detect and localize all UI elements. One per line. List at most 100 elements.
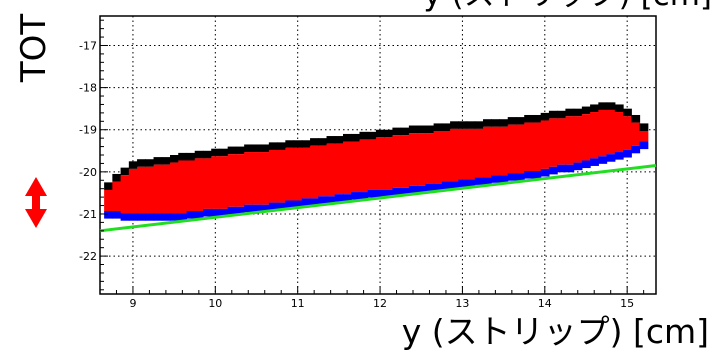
band-body-bin <box>458 128 468 180</box>
band-lower-edge-bin <box>590 158 599 166</box>
y-axis-title: TOT <box>14 14 54 84</box>
band-body-bin <box>202 158 212 209</box>
band-body-bin <box>450 128 459 182</box>
y-tick-label: -19 <box>79 124 97 137</box>
band-body-bin <box>474 128 484 178</box>
band-upper-edge-bin <box>375 129 385 138</box>
x-axis-title: y (ストリップ) [cm] <box>402 312 709 351</box>
band-upper-edge-bin <box>425 125 435 134</box>
band-upper-edge-bin <box>145 159 155 167</box>
fit-line-group <box>99 164 657 233</box>
band-body-bin <box>186 160 196 212</box>
band-body-bin <box>145 166 155 214</box>
band-lower-edge-bin <box>483 177 492 185</box>
y-tick-label: -18 <box>79 82 97 95</box>
band-body-bin <box>557 118 566 165</box>
band-lower-edge-bin <box>458 179 468 188</box>
band-upper-edge-bin <box>532 114 542 123</box>
band-body-bin <box>120 175 130 214</box>
band-upper-edge-bin <box>137 159 146 167</box>
y-tick-label: -20 <box>79 166 97 179</box>
band-upper-edge-bin <box>310 138 319 146</box>
band-body-bin <box>573 116 583 163</box>
band-upper-edge-bin <box>392 127 402 136</box>
band-body-bin <box>590 112 599 159</box>
band-lower-edge-bin <box>565 164 575 173</box>
band-upper-edge-bin <box>219 148 229 157</box>
band-lower-edge-bin <box>524 171 534 179</box>
band-body-bin <box>334 143 344 195</box>
band-body-bin <box>260 152 270 205</box>
band-body-bin <box>359 139 369 193</box>
band-body-bin <box>137 166 146 214</box>
band-upper-edge-bin <box>186 152 196 161</box>
band-body-bin <box>194 158 204 212</box>
x-tick-label: 15 <box>620 297 634 310</box>
band-upper-edge-bin <box>260 144 270 153</box>
band-body-bin <box>268 149 278 203</box>
band-upper-edge-bin <box>631 114 641 123</box>
band-lower-edge-bin <box>301 198 311 206</box>
band-lower-edge-bin <box>507 173 517 181</box>
band-lower-edge-bin <box>417 185 426 194</box>
band-lower-edge-bin <box>285 200 295 209</box>
band-body-bin <box>219 156 229 209</box>
band-upper-edge-bin <box>268 142 278 150</box>
band-lower-edge-bin <box>540 168 550 177</box>
band-upper-edge-bin <box>252 144 262 153</box>
band-upper-edge-bin <box>326 136 336 144</box>
band-lower-edge-bin <box>293 200 303 209</box>
band-body-bin <box>178 160 188 214</box>
band-lower-edge-bin <box>466 179 476 188</box>
band-body-bin <box>466 128 476 180</box>
band-lower-edge-bin <box>161 213 171 221</box>
x-tick-label: 10 <box>208 297 222 310</box>
band-body-bin <box>548 118 558 167</box>
band-upper-edge-bin <box>623 108 632 117</box>
band-body-bin <box>211 156 221 209</box>
band-body-bin <box>375 137 385 190</box>
band-upper-edge-bin <box>458 121 468 129</box>
band-lower-edge-bin <box>499 175 509 183</box>
band-upper-edge-bin <box>211 148 221 157</box>
band-lower-edge-bin <box>334 194 344 202</box>
band-upper-edge-bin <box>524 114 534 123</box>
band-lower-edge-bin <box>112 211 122 219</box>
band-lower-edge-bin <box>145 213 155 221</box>
band-upper-edge-bin <box>301 140 311 148</box>
band-body-bin <box>639 130 649 142</box>
band-lower-edge-bin <box>557 164 566 173</box>
x-tick-label: 13 <box>455 297 469 310</box>
band-lower-edge-bin <box>310 198 319 206</box>
band-body-bin <box>277 149 286 203</box>
band-lower-edge-bin <box>202 208 212 217</box>
band-body-bin <box>326 143 336 197</box>
band-lower-edge-bin <box>532 171 542 179</box>
band-body-bin <box>515 124 525 174</box>
band-body-bin <box>417 133 426 186</box>
band-lower-edge-bin <box>631 145 641 154</box>
band-body-bin <box>565 116 575 165</box>
band-upper-edge-bin <box>450 121 459 129</box>
band-upper-edge-bin <box>112 173 122 182</box>
band-upper-edge-bin <box>194 150 204 159</box>
band-upper-edge-bin <box>384 129 394 138</box>
band-lower-edge-bin <box>573 162 583 171</box>
band-upper-edge-bin <box>334 136 344 144</box>
band-body-bin <box>623 116 632 150</box>
band-lower-edge-bin <box>128 213 138 221</box>
band-lower-edge-bin <box>515 173 525 181</box>
band-lower-edge-bin <box>268 202 278 211</box>
band-upper-edge-bin <box>540 112 550 121</box>
band-body-bin <box>598 109 608 157</box>
band-lower-edge-bin <box>367 189 377 198</box>
band-body-bin <box>392 135 402 188</box>
band-body-bin <box>367 139 377 190</box>
band-upper-edge-bin <box>557 110 566 119</box>
band-lower-edge-bin <box>408 185 418 194</box>
band-body-bin <box>491 126 501 176</box>
band-upper-edge-bin <box>483 119 492 127</box>
band-lower-edge-bin <box>581 160 591 169</box>
band-upper-edge-bin <box>408 125 418 134</box>
band-lower-edge-bin <box>318 196 328 204</box>
